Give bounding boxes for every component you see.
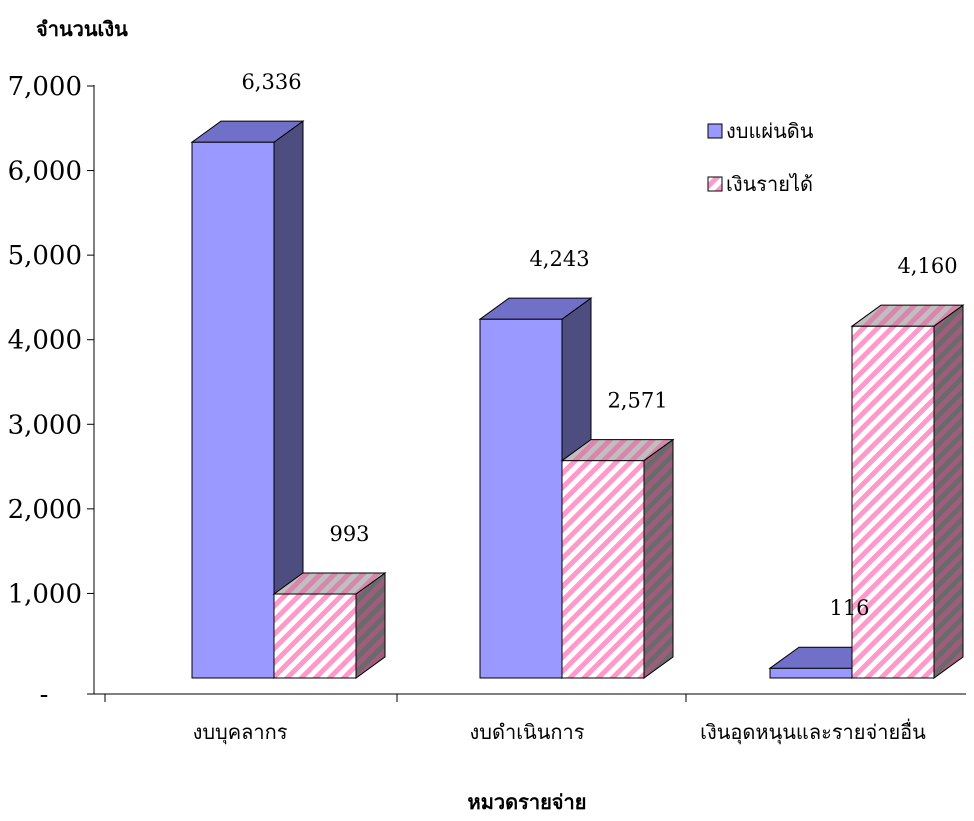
- bar-series-2: [560, 438, 675, 679]
- bar-series-2-front: [851, 325, 935, 679]
- data-label: 4,160: [897, 254, 957, 278]
- y-tick-label: 6,000: [8, 157, 82, 187]
- y-tick-label: 5,000: [8, 241, 82, 271]
- bar-series-2-side: [643, 438, 674, 679]
- y-tick-label: 1,000: [8, 579, 82, 609]
- bar-series-1-top: [190, 120, 305, 143]
- legend-swatch-series-2: [707, 176, 723, 192]
- y-axis-title: จำนวนเงิน: [36, 17, 128, 41]
- y-tick-label: -: [40, 680, 49, 710]
- y-tick-label: 7,000: [8, 72, 82, 102]
- bar-series-1-front: [191, 141, 275, 679]
- y-tick-label: 4,000: [8, 326, 82, 356]
- bar-series-1: [190, 120, 305, 679]
- data-label: 993: [329, 522, 369, 546]
- legend: งบแผ่นดิน เงินรายได้: [707, 119, 814, 196]
- data-label: 4,243: [529, 247, 589, 271]
- x-category-label: งบบุคลากร: [193, 720, 288, 745]
- data-label: 6,336: [241, 70, 301, 94]
- legend-label-series-2: เงินรายได้: [726, 172, 813, 196]
- bar-series-1-top: [478, 297, 593, 320]
- y-tick-label: 3,000: [8, 410, 82, 440]
- x-category-label: เงินอุดหนุนและรายจ่ายอื่น: [700, 718, 926, 745]
- data-label: 2,571: [607, 389, 667, 413]
- bar-series-2-front: [273, 593, 357, 679]
- x-axis-title: หมวดรายจ่าย: [468, 790, 587, 814]
- x-category-label: งบดำเนินการ: [470, 720, 585, 744]
- bar-series-1-front: [769, 667, 853, 679]
- bar-series-2: [272, 572, 387, 679]
- bar-series-2-side: [933, 304, 964, 679]
- legend-label-series-1: งบแผ่นดิน: [726, 119, 814, 143]
- legend-swatch-series-1: [707, 123, 723, 139]
- bar-series-2-top: [560, 439, 675, 462]
- bar-series-2-top: [850, 304, 965, 327]
- bar-series-2: [850, 304, 965, 679]
- bar-series-1-front: [479, 318, 563, 679]
- bar-series-2-top: [272, 572, 387, 595]
- data-label: 116: [829, 596, 869, 620]
- y-tick-label: 2,000: [8, 495, 82, 525]
- bar-series-2-front: [561, 460, 645, 679]
